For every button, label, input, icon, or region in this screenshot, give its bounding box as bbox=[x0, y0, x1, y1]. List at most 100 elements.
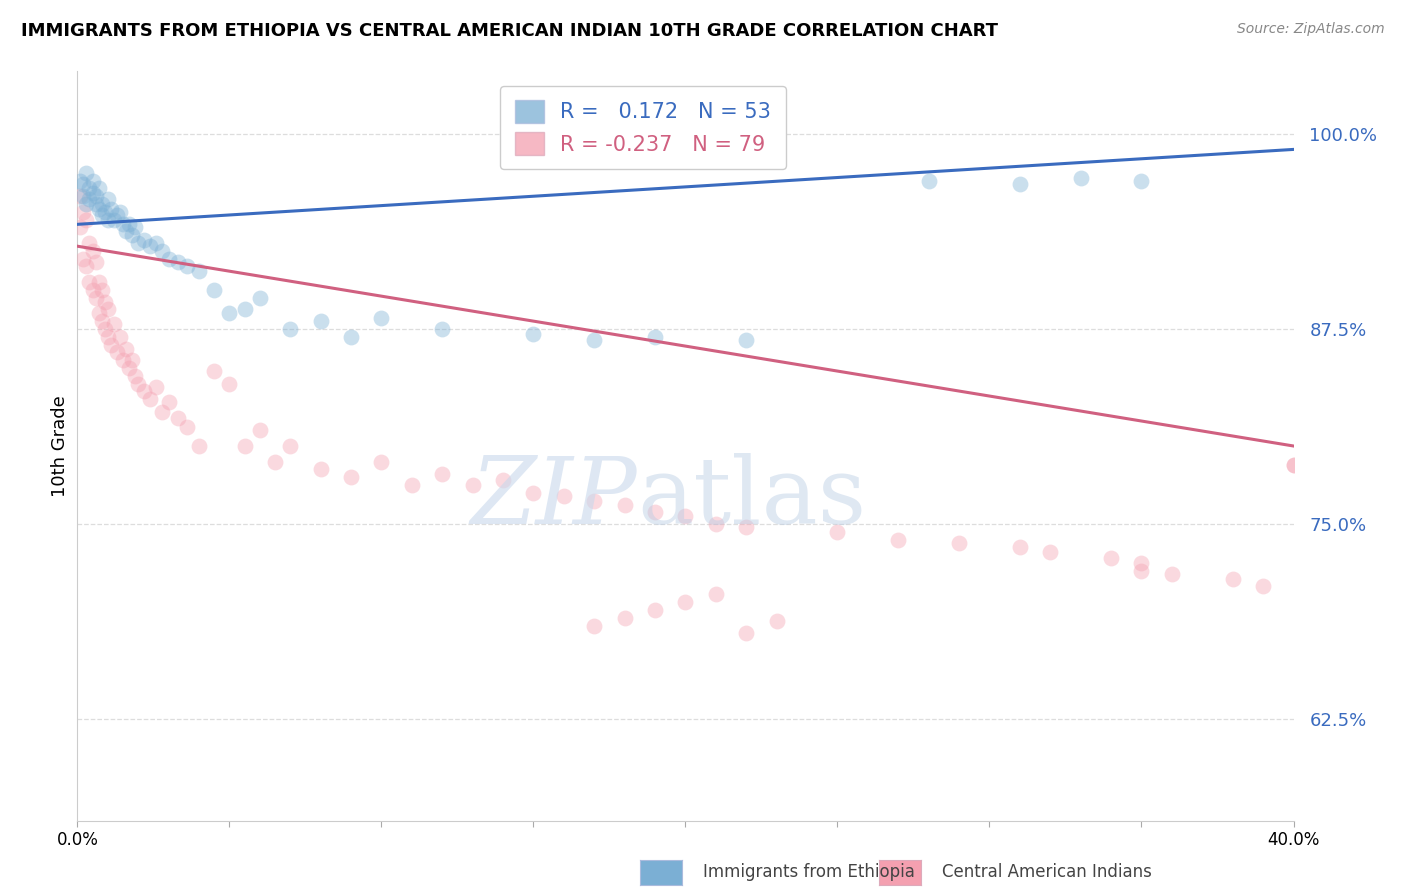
Point bbox=[948, 536, 970, 550]
Legend: R =   0.172   N = 53, R = -0.237   N = 79: R = 0.172 N = 53, R = -0.237 N = 79 bbox=[501, 86, 786, 169]
Point bbox=[79, 181, 101, 195]
Point bbox=[69, 174, 91, 188]
Y-axis label: 10th Grade: 10th Grade bbox=[51, 395, 69, 497]
Point bbox=[79, 193, 101, 207]
Point bbox=[1070, 170, 1092, 185]
Point bbox=[79, 236, 101, 251]
Point bbox=[118, 218, 141, 232]
Point bbox=[93, 205, 115, 219]
Point bbox=[401, 478, 423, 492]
Point bbox=[218, 306, 240, 320]
Point bbox=[1130, 556, 1153, 570]
Point bbox=[108, 205, 131, 219]
Point bbox=[827, 524, 849, 539]
Text: ZIP: ZIP bbox=[470, 453, 637, 543]
Point bbox=[115, 343, 138, 357]
Point bbox=[69, 189, 91, 203]
Point bbox=[69, 220, 91, 235]
Point bbox=[188, 264, 211, 278]
Point bbox=[176, 420, 198, 434]
Point bbox=[87, 202, 110, 216]
Point bbox=[84, 197, 107, 211]
Point bbox=[87, 275, 110, 289]
Point bbox=[152, 405, 174, 419]
Point bbox=[134, 384, 156, 399]
Point bbox=[340, 470, 363, 484]
Point bbox=[166, 255, 188, 269]
Point bbox=[157, 395, 180, 409]
Point bbox=[1130, 564, 1153, 578]
Point bbox=[121, 228, 143, 243]
Point bbox=[704, 517, 727, 532]
Point bbox=[176, 260, 198, 274]
Point bbox=[202, 283, 225, 297]
Point bbox=[735, 626, 758, 640]
Point bbox=[1282, 458, 1305, 472]
Point bbox=[370, 311, 392, 326]
Point bbox=[1161, 567, 1184, 582]
Point bbox=[82, 283, 104, 297]
Point bbox=[309, 462, 332, 476]
Point bbox=[127, 236, 149, 251]
Point bbox=[84, 189, 107, 203]
Point bbox=[583, 618, 606, 632]
Point bbox=[278, 322, 301, 336]
Point bbox=[84, 291, 107, 305]
Text: Immigrants from Ethiopia: Immigrants from Ethiopia bbox=[703, 863, 915, 881]
Point bbox=[124, 220, 146, 235]
Point bbox=[675, 595, 697, 609]
Point bbox=[134, 233, 156, 247]
Point bbox=[1251, 580, 1274, 594]
Point bbox=[157, 252, 180, 266]
Point bbox=[145, 236, 167, 251]
Point bbox=[82, 186, 104, 201]
Point bbox=[249, 291, 271, 305]
Point bbox=[202, 364, 225, 378]
Point bbox=[139, 239, 162, 253]
Point bbox=[765, 614, 787, 628]
Point bbox=[309, 314, 332, 328]
Point bbox=[97, 301, 120, 316]
Point bbox=[105, 345, 128, 359]
Point bbox=[75, 212, 97, 227]
Point bbox=[461, 478, 484, 492]
Point bbox=[72, 189, 94, 203]
Point bbox=[264, 455, 287, 469]
Point bbox=[918, 174, 941, 188]
Point bbox=[111, 353, 134, 368]
Point bbox=[121, 353, 143, 368]
Point bbox=[522, 486, 544, 500]
Point bbox=[1099, 551, 1122, 566]
Point bbox=[1282, 458, 1305, 472]
Text: Source: ZipAtlas.com: Source: ZipAtlas.com bbox=[1237, 22, 1385, 37]
Point bbox=[139, 392, 162, 407]
Point bbox=[124, 368, 146, 383]
Point bbox=[492, 474, 515, 488]
Point bbox=[887, 533, 910, 547]
Text: IMMIGRANTS FROM ETHIOPIA VS CENTRAL AMERICAN INDIAN 10TH GRADE CORRELATION CHART: IMMIGRANTS FROM ETHIOPIA VS CENTRAL AMER… bbox=[21, 22, 998, 40]
Point bbox=[82, 174, 104, 188]
Point bbox=[103, 212, 125, 227]
Point bbox=[97, 212, 120, 227]
Point bbox=[100, 337, 122, 351]
Point bbox=[613, 499, 636, 513]
Point bbox=[84, 255, 107, 269]
Point bbox=[75, 197, 97, 211]
Point bbox=[1008, 177, 1031, 191]
Point bbox=[218, 376, 240, 391]
Point bbox=[583, 333, 606, 347]
Point bbox=[340, 330, 363, 344]
Text: atlas: atlas bbox=[637, 453, 866, 543]
Point bbox=[166, 411, 188, 425]
Point bbox=[430, 322, 453, 336]
Point bbox=[1222, 572, 1244, 586]
Point bbox=[90, 208, 112, 222]
Point bbox=[127, 376, 149, 391]
Point bbox=[704, 587, 727, 601]
Point bbox=[553, 489, 575, 503]
Point bbox=[145, 380, 167, 394]
Point bbox=[87, 181, 110, 195]
Point bbox=[90, 314, 112, 328]
Point bbox=[82, 244, 104, 258]
Point bbox=[75, 166, 97, 180]
